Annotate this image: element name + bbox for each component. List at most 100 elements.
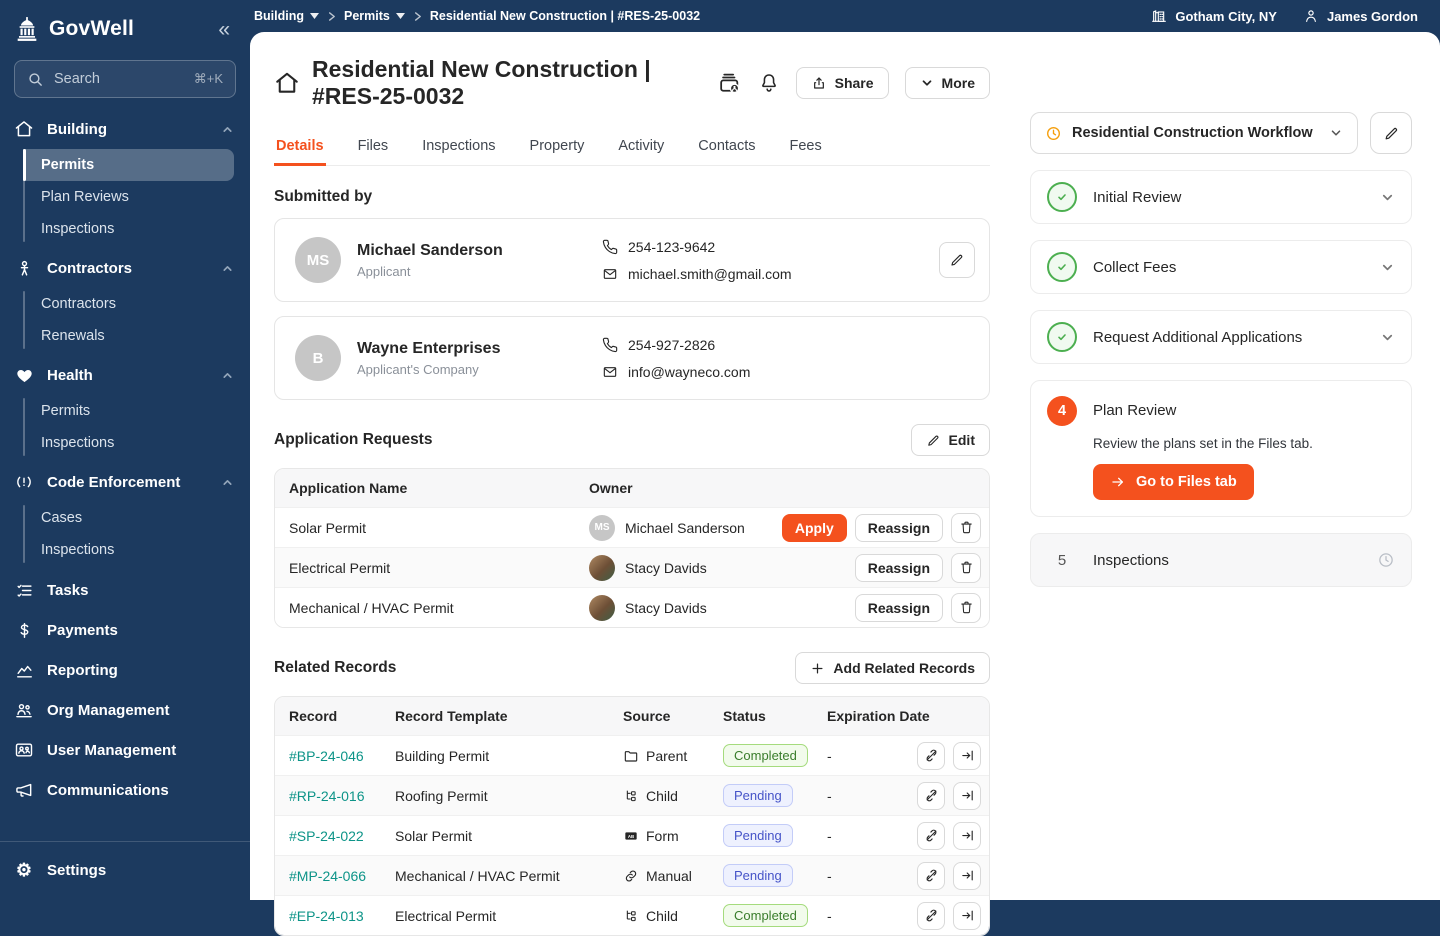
search-icon: [27, 71, 44, 88]
status-badge: Pending: [723, 784, 793, 807]
tab-contacts[interactable]: Contacts: [698, 138, 756, 154]
sidebar-search[interactable]: ⌘+K: [14, 60, 236, 98]
workflow-selector[interactable]: Residential Construction Workflow: [1030, 112, 1358, 154]
tab-files[interactable]: Files: [357, 138, 389, 154]
go-to-record-button[interactable]: [953, 821, 981, 850]
sidebar-item-settings[interactable]: ⚙ Settings: [14, 850, 234, 890]
breadcrumb: Building Permits Residential New Constru…: [254, 9, 700, 23]
sidebar-collapse-icon[interactable]: «: [218, 17, 230, 41]
chevron-down-icon[interactable]: [1380, 260, 1395, 275]
record-link[interactable]: #SP-24-022: [289, 827, 364, 844]
record-header: Residential New Construction | #RES-25-0…: [274, 56, 990, 110]
sidebar-item-plan-reviews[interactable]: Plan Reviews: [41, 189, 129, 205]
search-input[interactable]: [54, 71, 184, 87]
sidebar-item-cases[interactable]: Cases: [41, 510, 83, 526]
person-icon: [14, 258, 34, 278]
delete-request-button[interactable]: [951, 552, 981, 583]
chevron-down-icon[interactable]: [395, 13, 405, 19]
pencil-icon: [1383, 125, 1400, 142]
breadcrumb-building[interactable]: Building: [254, 9, 319, 23]
go-to-record-button[interactable]: [953, 861, 981, 890]
record-link[interactable]: #EP-24-013: [289, 907, 364, 924]
sidebar-item-inspections[interactable]: Inspections: [41, 221, 115, 237]
sidebar-item-code-inspections[interactable]: Inspections: [41, 542, 115, 558]
code-enforcement-subitems: Cases Inspections: [23, 502, 234, 566]
user-menu[interactable]: James Gordon: [1303, 8, 1418, 24]
tab-activity[interactable]: Activity: [618, 138, 665, 154]
reassign-button[interactable]: Reassign: [854, 593, 943, 622]
unlink-record-button[interactable]: [917, 901, 945, 930]
tab-inspections[interactable]: Inspections: [422, 138, 496, 154]
sidebar-item-payments[interactable]: Payments: [14, 610, 250, 650]
go-to-record-button[interactable]: [953, 741, 981, 770]
contact-card: MS Michael Sanderson Applicant 254-123-9…: [274, 218, 990, 302]
edit-contact-button[interactable]: [939, 242, 975, 278]
sidebar-item-permits[interactable]: Permits: [23, 149, 234, 181]
sidebar-item-renewals[interactable]: Renewals: [41, 328, 105, 344]
sidebar-item-org-management[interactable]: Org Management: [14, 690, 250, 730]
mail-icon: [602, 266, 618, 282]
unlink-record-button[interactable]: [917, 861, 945, 890]
record-link[interactable]: #MP-24-066: [289, 867, 367, 884]
share-button[interactable]: Share: [795, 67, 889, 99]
tab-property[interactable]: Property: [529, 138, 585, 154]
chevron-up-icon: [221, 123, 234, 136]
sidebar-group-code-enforcement[interactable]: Code Enforcement: [14, 463, 250, 501]
delete-request-button[interactable]: [951, 592, 981, 623]
apply-button[interactable]: Apply: [781, 513, 847, 542]
column-header: Source: [623, 708, 671, 724]
reassign-button[interactable]: Reassign: [854, 553, 943, 582]
hierarchy-icon: [623, 908, 639, 924]
tab-details[interactable]: Details: [274, 132, 326, 166]
chevron-down-icon[interactable]: [310, 13, 319, 19]
sidebar-group-contractors[interactable]: Contractors: [14, 249, 250, 287]
table-row: Electrical Permit Stacy Davids Reassign: [275, 547, 989, 587]
records-assignee-icon[interactable]: [717, 71, 742, 96]
sidebar-group-health[interactable]: Health: [14, 356, 250, 394]
avatar: [589, 554, 615, 581]
breadcrumb-permits[interactable]: Permits: [344, 9, 405, 23]
sidebar-item-user-management[interactable]: User Management: [14, 730, 250, 770]
workflow-step-request-additional-applications[interactable]: Request Additional Applications: [1030, 310, 1412, 364]
go-to-files-tab-button[interactable]: Go to Files tab: [1093, 464, 1254, 500]
sidebar-item-health-inspections[interactable]: Inspections: [41, 435, 115, 451]
sidebar-item-communications[interactable]: Communications: [14, 770, 250, 810]
search-shortcut: ⌘+K: [193, 71, 223, 86]
sidebar-item-contractors[interactable]: Contractors: [41, 296, 116, 312]
record-template: Electrical Permit: [395, 907, 497, 924]
chevron-right-icon: [413, 11, 422, 22]
record-link[interactable]: #BP-24-046: [289, 747, 364, 764]
go-to-record-button[interactable]: [953, 901, 981, 930]
edit-application-requests-button[interactable]: Edit: [910, 424, 990, 456]
sidebar-item-reporting[interactable]: Reporting: [14, 650, 250, 690]
unlink-record-button[interactable]: [917, 781, 945, 810]
table-row: #EP-24-013 Electrical Permit Child Compl…: [275, 895, 989, 935]
edit-workflow-button[interactable]: [1370, 112, 1412, 154]
reassign-button[interactable]: Reassign: [854, 513, 943, 542]
tab-fees[interactable]: Fees: [789, 138, 822, 154]
workflow-step-collect-fees[interactable]: Collect Fees: [1030, 240, 1412, 294]
record-link[interactable]: #RP-24-016: [289, 787, 365, 804]
avatar: B: [295, 335, 341, 381]
sidebar-group-building[interactable]: Building: [14, 110, 250, 148]
unlink-record-button[interactable]: [917, 821, 945, 850]
expiration-date: -: [827, 867, 832, 884]
more-button[interactable]: More: [904, 67, 990, 99]
chevron-up-icon: [221, 476, 234, 489]
add-related-records-button[interactable]: Add Related Records: [795, 652, 990, 684]
go-to-record-button[interactable]: [953, 781, 981, 810]
chevron-down-icon[interactable]: [1380, 330, 1395, 345]
bell-icon[interactable]: [758, 72, 780, 94]
sidebar-item-health-permits[interactable]: Permits: [41, 403, 91, 419]
pencil-icon: [949, 252, 965, 268]
application-requests-header: Application Requests Edit: [274, 424, 990, 456]
jurisdiction-selector[interactable]: Gotham City, NY: [1151, 8, 1277, 24]
owner-name: Stacy Davids: [625, 559, 707, 576]
unlink-record-button[interactable]: [917, 741, 945, 770]
sidebar-item-tasks[interactable]: Tasks: [14, 570, 250, 610]
table-row: #SP-24-022 Solar Permit AB Form Pending …: [275, 815, 989, 855]
chevron-down-icon[interactable]: [1380, 190, 1395, 205]
arrow-into-bar-icon: [960, 788, 975, 803]
workflow-step-initial-review[interactable]: Initial Review: [1030, 170, 1412, 224]
delete-request-button[interactable]: [951, 512, 981, 543]
